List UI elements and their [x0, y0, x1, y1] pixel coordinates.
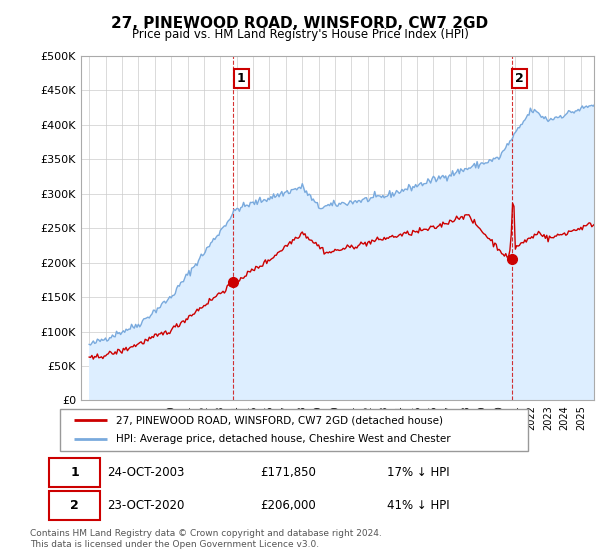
Text: 41% ↓ HPI: 41% ↓ HPI	[388, 499, 450, 512]
Text: 1: 1	[237, 72, 245, 85]
FancyBboxPatch shape	[49, 459, 100, 487]
Text: 2: 2	[70, 499, 79, 512]
Text: Contains HM Land Registry data © Crown copyright and database right 2024.
This d: Contains HM Land Registry data © Crown c…	[30, 529, 382, 549]
Text: 27, PINEWOOD ROAD, WINSFORD, CW7 2GD (detached house): 27, PINEWOOD ROAD, WINSFORD, CW7 2GD (de…	[116, 415, 443, 425]
Text: 17% ↓ HPI: 17% ↓ HPI	[388, 466, 450, 479]
Text: £171,850: £171,850	[260, 466, 317, 479]
FancyBboxPatch shape	[49, 491, 100, 520]
Text: 2: 2	[515, 72, 524, 85]
Text: HPI: Average price, detached house, Cheshire West and Chester: HPI: Average price, detached house, Ches…	[116, 435, 451, 445]
Text: 27, PINEWOOD ROAD, WINSFORD, CW7 2GD: 27, PINEWOOD ROAD, WINSFORD, CW7 2GD	[112, 16, 488, 31]
Text: 23-OCT-2020: 23-OCT-2020	[107, 499, 185, 512]
Text: 1: 1	[70, 466, 79, 479]
Text: 24-OCT-2003: 24-OCT-2003	[107, 466, 185, 479]
Text: Price paid vs. HM Land Registry's House Price Index (HPI): Price paid vs. HM Land Registry's House …	[131, 28, 469, 41]
Text: £206,000: £206,000	[260, 499, 316, 512]
